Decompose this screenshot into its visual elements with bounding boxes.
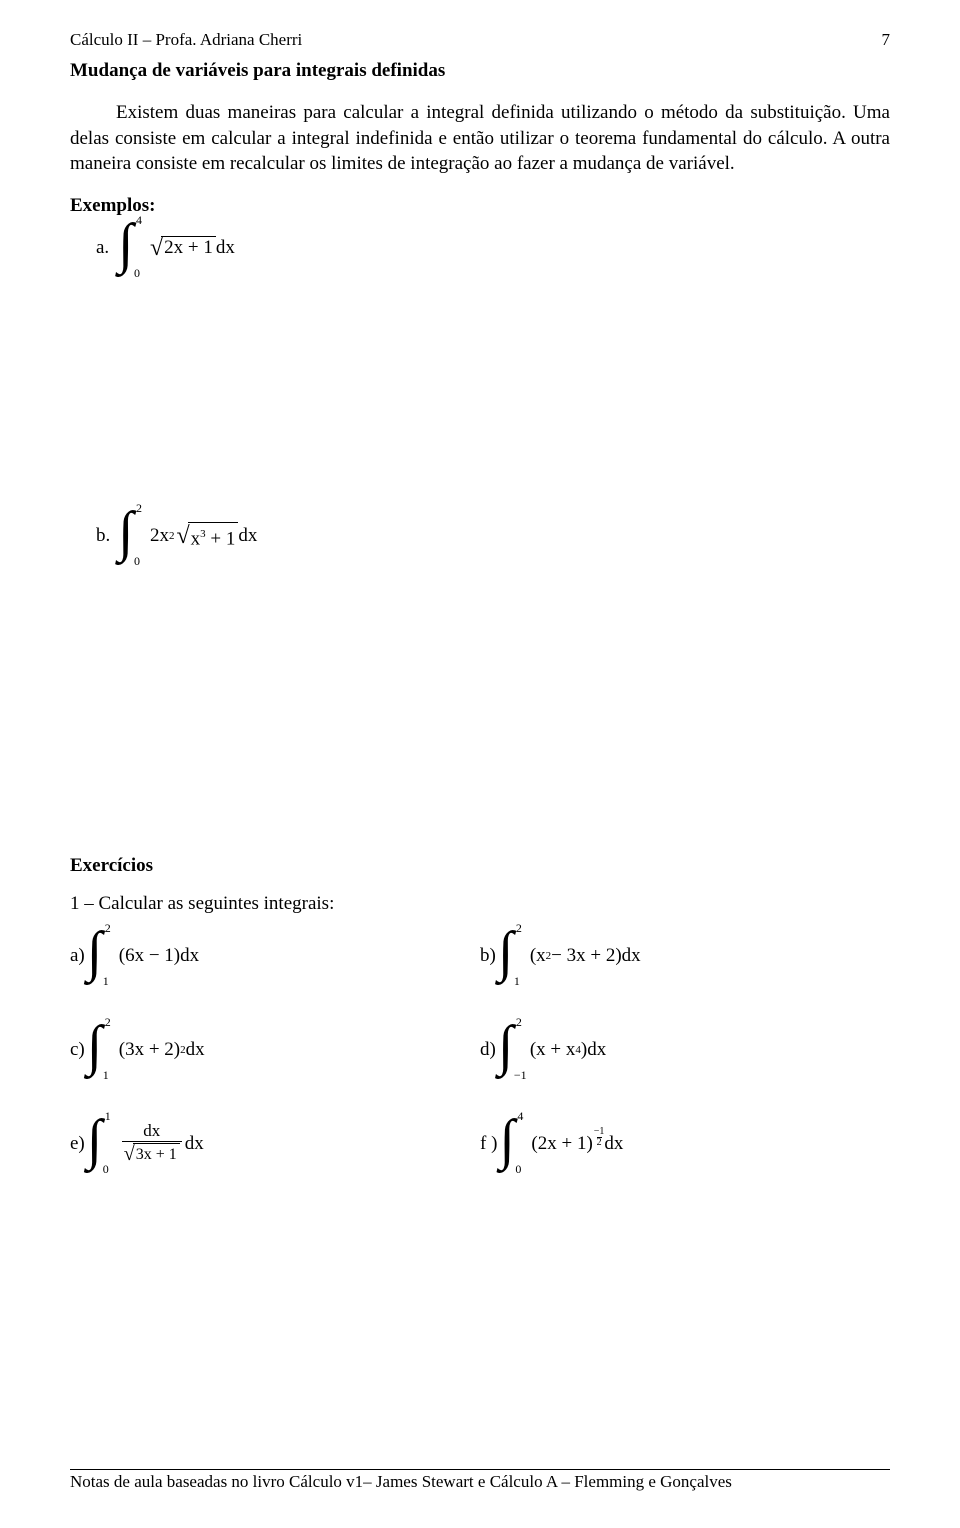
- item-c-label: c): [70, 1039, 85, 1061]
- int-upper: 1: [105, 1109, 111, 1124]
- exercise-row-ab: a) ∫ 2 1 (6x − 1)dx b) ∫ 2 1 (x2 − 3x +: [70, 927, 890, 985]
- item-a-label: a): [70, 945, 85, 967]
- fraction: dx √ 3x + 1: [122, 1121, 182, 1166]
- int-upper: 2: [136, 501, 142, 516]
- int-lower: 0: [134, 266, 140, 281]
- example-b-integral: ∫ 2 0 2x2 √ x3 + 1 dx: [122, 507, 257, 565]
- footer-divider: [70, 1469, 890, 1470]
- sqrt-icon: √ x3 + 1: [177, 522, 239, 550]
- int-upper: 4: [517, 1109, 523, 1124]
- section-title: Mudança de variáveis para integrais defi…: [70, 60, 890, 82]
- item-f-label: f ): [480, 1133, 497, 1155]
- radicand-tail: + 1: [206, 528, 236, 549]
- item-d-integral: ∫ 2 −1 (x + x4)dx: [502, 1021, 606, 1079]
- int-lower: 0: [134, 554, 140, 569]
- footer-text: Notas de aula baseadas no livro Cálculo …: [70, 1472, 732, 1492]
- exercises-heading: Exercícios: [70, 855, 890, 877]
- radicand-base: x: [191, 528, 201, 549]
- item-b-label: b): [480, 945, 496, 967]
- example-b: b. ∫ 2 0 2x2 √ x3 + 1 dx: [96, 507, 890, 565]
- int-lower: 1: [103, 974, 109, 989]
- neg-half-n: −1: [594, 1127, 605, 1137]
- integral-sign-icon: ∫: [87, 1017, 102, 1075]
- item-d-label: d): [480, 1039, 496, 1061]
- item-b-integral: ∫ 2 1 (x2 − 3x + 2)dx: [502, 927, 641, 985]
- pre: (2x + 1): [531, 1133, 592, 1155]
- page-header: Cálculo II – Profa. Adriana Cherri 7: [70, 30, 890, 50]
- int-upper: 2: [516, 1015, 522, 1030]
- int-lower: 1: [103, 1068, 109, 1083]
- radicand: 2x + 1: [161, 236, 216, 259]
- item-f-integral: ∫ 4 0 (2x + 1) −1 2 dx: [503, 1115, 623, 1173]
- example-a-integral: ∫ 4 0 √ 2x + 1 dx: [122, 219, 235, 277]
- int-lower: −1: [514, 1068, 527, 1083]
- integral-sign-icon: ∫: [87, 923, 102, 981]
- intro-paragraph: Existem duas maneiras para calcular a in…: [70, 100, 890, 177]
- int-lower: 0: [515, 1162, 521, 1177]
- int-upper: 2: [516, 921, 522, 936]
- pre: (x: [530, 945, 546, 967]
- header-page-number: 7: [882, 30, 891, 50]
- dx: dx: [238, 525, 257, 547]
- item-e-label: e): [70, 1133, 85, 1155]
- dx: dx: [216, 237, 235, 259]
- example-a: a. ∫ 4 0 √ 2x + 1 dx: [96, 219, 890, 277]
- int-lower: 1: [514, 974, 520, 989]
- exercise-row-ef: e) ∫ 1 0 dx √ 3x + 1: [70, 1115, 890, 1173]
- integral-sign-icon: ∫: [498, 1017, 513, 1075]
- integral-sign-icon: ∫: [87, 1111, 102, 1169]
- den-radicand: 3x + 1: [133, 1143, 180, 1166]
- prefix-exp: 2: [169, 530, 175, 542]
- pre: (3x + 2): [119, 1039, 180, 1061]
- integral-sign-icon: ∫: [498, 923, 513, 981]
- integral-sign-icon: ∫: [118, 215, 133, 273]
- item-c-integral: ∫ 2 1 (3x + 2)2 dx: [91, 1021, 205, 1079]
- prefix: 2x: [150, 525, 169, 547]
- sqrt-icon: √ 3x + 1: [124, 1142, 180, 1166]
- pre: (x + x: [530, 1039, 576, 1061]
- sqrt-icon: √ 2x + 1: [150, 236, 216, 260]
- int-upper: 2: [105, 1015, 111, 1030]
- int-upper: 2: [105, 921, 111, 936]
- integral-sign-icon: ∫: [118, 503, 133, 561]
- exercise-row-cd: c) ∫ 2 1 (3x + 2)2 dx d) ∫ 2 −1: [70, 1021, 890, 1079]
- exercise-intro: 1 – Calcular as seguintes integrais:: [70, 893, 890, 915]
- integral-sign-icon: ∫: [499, 1111, 514, 1169]
- post: dx: [604, 1133, 623, 1155]
- post: − 3x + 2)dx: [551, 945, 641, 967]
- item-a-integral: ∫ 2 1 (6x − 1)dx: [91, 927, 199, 985]
- exponent-neg-half: −1 2: [594, 1127, 605, 1148]
- item-e-integral: ∫ 1 0 dx √ 3x + 1 dx: [91, 1115, 204, 1173]
- int-upper: 4: [136, 213, 142, 228]
- integrand: (6x − 1)dx: [119, 945, 199, 967]
- int-lower: 0: [103, 1162, 109, 1177]
- numerator: dx: [141, 1121, 162, 1141]
- suffix: dx: [185, 1133, 204, 1155]
- header-left: Cálculo II – Profa. Adriana Cherri: [70, 30, 302, 50]
- post: )dx: [581, 1039, 606, 1061]
- neg-half-d: 2: [597, 1137, 602, 1148]
- examples-heading: Exemplos:: [70, 195, 890, 217]
- post: dx: [186, 1039, 205, 1061]
